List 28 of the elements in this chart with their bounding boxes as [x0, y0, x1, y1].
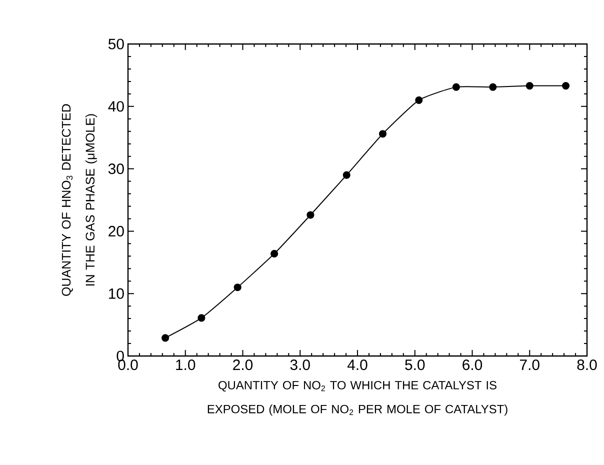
y-tick-label: 10: [109, 288, 124, 299]
point: [415, 96, 423, 104]
point: [234, 284, 242, 292]
x-tick-label: 5.0: [405, 360, 425, 370]
x-tick-label: 7.0: [520, 360, 540, 370]
point: [306, 211, 314, 219]
y-tick-label: 30: [108, 164, 124, 174]
point: [452, 83, 460, 91]
point: [526, 82, 534, 90]
text: QUANTITY OF NO$_{2}$ TO WHICH THE CATALYST IS EXPOSED (MOLE OF NO$_{2}$ PER MOLE OF CATALYST): [208, 380, 508, 416]
x-tick-label: 8.0: [577, 360, 597, 370]
x-tick-label: 3.0: [290, 360, 310, 370]
x-tick-label: 2.0: [233, 360, 253, 370]
point: [198, 314, 206, 322]
point: [562, 82, 570, 90]
y-axis-title: QUANTITY OF HNO$_{3}$ DETECTED IN THE GAS PHASE (μMOLE): [62, 104, 98, 296]
y-tick-label: 40: [108, 101, 124, 112]
point: [270, 250, 278, 258]
point: [342, 171, 350, 179]
point: [378, 130, 387, 138]
y-tick-label: 50: [108, 38, 124, 50]
x-tick-label: 4.0: [347, 360, 368, 370]
y-tick-label: 20: [108, 226, 124, 236]
point: [489, 83, 497, 91]
point: [162, 334, 170, 342]
x-tick-label: 1.0: [176, 360, 196, 370]
x-tick-label: 6.0: [462, 360, 482, 370]
x-tick-label: 0.0: [118, 360, 138, 370]
